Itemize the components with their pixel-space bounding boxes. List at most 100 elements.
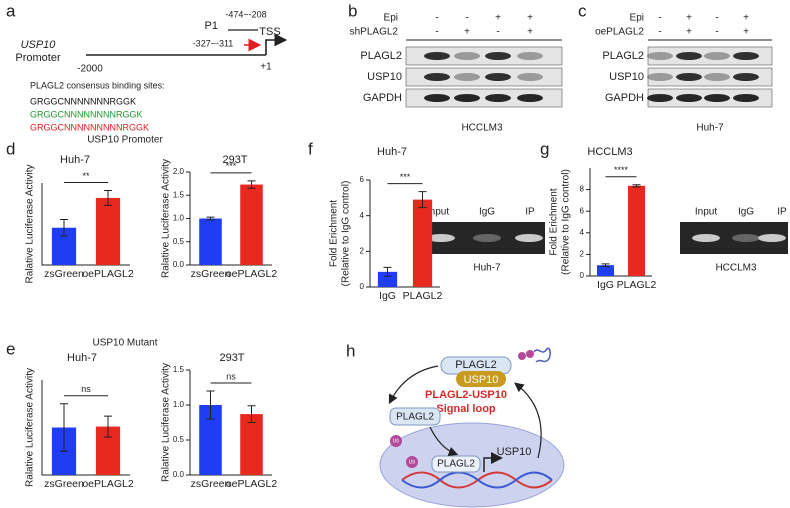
- x-tick-label: PLAGL2: [617, 279, 657, 291]
- blot-band: [424, 73, 450, 81]
- protein-label: PLAGL2: [602, 50, 644, 62]
- chart-title: 293T: [219, 352, 244, 364]
- x-tick-label: oePLAGL2: [82, 478, 134, 490]
- blot-strip: [405, 67, 563, 87]
- blot-band: [485, 52, 511, 60]
- y-tick-label: 1.0: [173, 400, 185, 409]
- protein-label: PLAGL2: [360, 50, 402, 62]
- treatment-sign: -: [435, 27, 438, 38]
- site-range: -327~-311: [193, 38, 234, 48]
- blot-strip: [647, 46, 773, 66]
- blot-strip: [405, 88, 563, 108]
- y-axis-label: (Relative to IgG control): [561, 169, 572, 275]
- blot-band: [704, 73, 730, 81]
- blot-band: [676, 94, 702, 102]
- ub: [406, 456, 418, 468]
- panel-label: h: [346, 341, 355, 360]
- bar: [412, 199, 433, 287]
- chart-title: Huh-7: [60, 154, 90, 166]
- significance-label: ***: [400, 172, 411, 182]
- error-bar: [247, 180, 256, 189]
- treatment-sign: +: [527, 13, 533, 24]
- tss-arrow: [483, 452, 503, 472]
- gel-band: [732, 234, 760, 242]
- tss-pos: +1: [260, 62, 272, 73]
- tss-arrow: [265, 33, 288, 55]
- x-tick-label: IgG: [379, 290, 396, 302]
- treatment-sign: -: [658, 27, 661, 38]
- treatment-sign: -: [435, 13, 438, 24]
- lane-label: IgG: [479, 207, 495, 218]
- chart-title: Huh-7: [67, 352, 97, 364]
- bar: [377, 271, 398, 287]
- blot-band: [454, 52, 480, 60]
- y-axis-label: Fold Erichment: [329, 200, 340, 267]
- treatment-label: Epi: [384, 13, 398, 24]
- panel-label: b: [348, 1, 357, 20]
- y-axis-label: Ralative Luciferase Activity: [25, 368, 36, 487]
- ub-chain: [518, 352, 526, 360]
- y-axis-label: Fold Erichment: [549, 188, 560, 255]
- gel-band: [692, 234, 720, 242]
- bar: [240, 184, 263, 265]
- treatment-sign: +: [743, 13, 749, 24]
- treatment-sign: -: [658, 13, 661, 24]
- panel-label: f: [308, 139, 313, 158]
- panel-label: g: [540, 139, 549, 158]
- gel-band: [758, 234, 786, 242]
- binding-site: GRGGCNNNNNNNRGGK: [30, 96, 136, 106]
- promoter-label: Promoter: [15, 52, 61, 64]
- bar: [596, 265, 615, 276]
- error-bar: [104, 415, 112, 438]
- y-tick-label: 4: [360, 211, 365, 220]
- protein-label: GAPDH: [605, 92, 644, 104]
- loop-subtitle: Signal loop: [436, 403, 496, 415]
- tss-label: TSS: [259, 26, 280, 38]
- y-axis-label: Ralative Luciferase Activity: [25, 165, 36, 284]
- protein-label: PLAGL2: [437, 459, 475, 470]
- ub-chain: [526, 350, 534, 358]
- protein-label: PLAGL2: [396, 412, 434, 423]
- treatment-sign: +: [527, 27, 533, 38]
- treatment-label: oePLAGL2: [595, 27, 644, 38]
- blot-band: [485, 94, 511, 102]
- blot-band: [517, 94, 543, 102]
- treatment-sign: +: [686, 13, 692, 24]
- y-tick-label: 0.5: [173, 237, 185, 246]
- blot-band: [454, 94, 480, 102]
- error-bar: [60, 219, 68, 237]
- blot-band: [454, 73, 480, 81]
- ub-chain: [533, 347, 551, 363]
- panel-label: e: [6, 339, 15, 358]
- error-bar: [206, 216, 215, 221]
- significance-label: ****: [614, 165, 629, 175]
- binding-site: GRGGCNNNNNNNNRGGK: [30, 109, 143, 119]
- significance-label: **: [82, 171, 90, 181]
- x-tick-label: oePLAGL2: [226, 268, 278, 280]
- y-tick-label: 6: [360, 175, 365, 184]
- treatment-sign: +: [495, 13, 501, 24]
- y-tick-label: 1.5: [173, 190, 185, 199]
- blot-band: [485, 73, 511, 81]
- x-tick-label: PLAGL2: [403, 290, 443, 302]
- y-tick-label: 8: [580, 185, 585, 194]
- protein-pill: [456, 371, 506, 387]
- treatment-sign: +: [464, 27, 470, 38]
- y-axis-label: Ralative Luciferase Activity: [161, 159, 172, 278]
- blot-band: [424, 52, 450, 60]
- cell-line: HCCLM3: [715, 263, 757, 274]
- error-bar: [206, 390, 215, 420]
- protein-label: PLAGL2: [455, 359, 497, 371]
- primer-label: P1: [205, 20, 218, 32]
- treatment-label: Epi: [630, 13, 644, 24]
- blot-band: [676, 73, 702, 81]
- y-tick-label: 1.5: [173, 365, 185, 374]
- bar: [95, 197, 121, 265]
- y-tick-label: 0.0: [173, 470, 185, 479]
- cell-line: Huh-7: [473, 263, 501, 274]
- lane-label: Input: [695, 207, 717, 218]
- blot-band: [704, 94, 730, 102]
- significance-label: ns: [226, 371, 236, 381]
- blot-band: [424, 94, 450, 102]
